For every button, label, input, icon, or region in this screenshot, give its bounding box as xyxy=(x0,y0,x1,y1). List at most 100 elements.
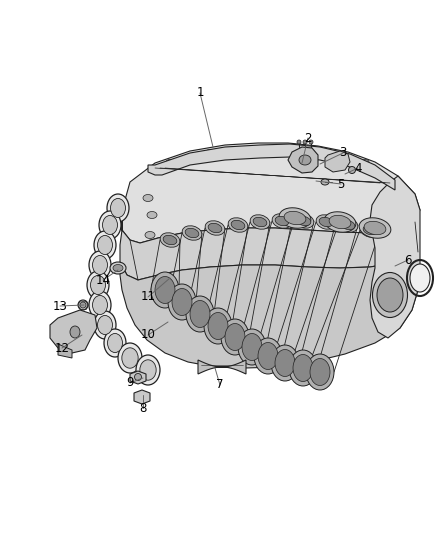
Ellipse shape xyxy=(104,329,126,357)
Ellipse shape xyxy=(122,348,138,368)
Ellipse shape xyxy=(185,228,199,238)
Ellipse shape xyxy=(205,221,225,235)
Ellipse shape xyxy=(341,220,355,230)
Ellipse shape xyxy=(279,208,311,228)
Polygon shape xyxy=(58,344,72,358)
Ellipse shape xyxy=(306,354,334,390)
Ellipse shape xyxy=(321,179,329,185)
Ellipse shape xyxy=(113,264,123,271)
Ellipse shape xyxy=(310,359,330,385)
Ellipse shape xyxy=(89,291,111,319)
Polygon shape xyxy=(122,143,420,243)
Ellipse shape xyxy=(98,316,113,335)
Ellipse shape xyxy=(94,311,116,339)
Polygon shape xyxy=(130,371,146,384)
Ellipse shape xyxy=(78,300,88,310)
Ellipse shape xyxy=(360,223,380,237)
Ellipse shape xyxy=(110,198,125,217)
Ellipse shape xyxy=(275,350,295,376)
Text: 8: 8 xyxy=(139,401,147,415)
Ellipse shape xyxy=(294,214,314,228)
Ellipse shape xyxy=(190,301,210,327)
Ellipse shape xyxy=(221,319,249,355)
Ellipse shape xyxy=(143,195,153,201)
Ellipse shape xyxy=(372,272,407,318)
Ellipse shape xyxy=(204,308,232,344)
Polygon shape xyxy=(148,144,395,190)
Text: 5: 5 xyxy=(337,177,345,190)
Ellipse shape xyxy=(147,212,157,219)
Text: 1: 1 xyxy=(196,86,204,100)
Ellipse shape xyxy=(258,343,278,369)
Ellipse shape xyxy=(254,338,282,374)
Ellipse shape xyxy=(225,324,245,351)
Ellipse shape xyxy=(410,264,430,292)
Polygon shape xyxy=(120,215,418,280)
Ellipse shape xyxy=(168,284,196,320)
Ellipse shape xyxy=(118,343,142,373)
Ellipse shape xyxy=(316,149,324,155)
Text: 14: 14 xyxy=(95,273,110,287)
Ellipse shape xyxy=(140,360,156,380)
Text: 12: 12 xyxy=(54,342,70,354)
Ellipse shape xyxy=(136,355,160,385)
Text: 3: 3 xyxy=(339,147,347,159)
Ellipse shape xyxy=(186,296,214,332)
Ellipse shape xyxy=(110,262,126,274)
Ellipse shape xyxy=(275,216,289,225)
Text: 13: 13 xyxy=(53,300,67,312)
Ellipse shape xyxy=(172,288,192,316)
Ellipse shape xyxy=(293,354,313,382)
Ellipse shape xyxy=(91,276,106,295)
Ellipse shape xyxy=(363,225,377,235)
Ellipse shape xyxy=(163,235,177,245)
Ellipse shape xyxy=(151,272,179,308)
Ellipse shape xyxy=(359,218,391,238)
Ellipse shape xyxy=(80,302,86,308)
Ellipse shape xyxy=(182,226,202,240)
Ellipse shape xyxy=(349,166,356,174)
Ellipse shape xyxy=(206,149,214,155)
Ellipse shape xyxy=(89,251,111,279)
Ellipse shape xyxy=(231,220,245,230)
Ellipse shape xyxy=(94,231,116,259)
Ellipse shape xyxy=(319,217,333,227)
Ellipse shape xyxy=(338,218,358,232)
Ellipse shape xyxy=(134,374,141,381)
Ellipse shape xyxy=(364,221,386,235)
Ellipse shape xyxy=(361,159,369,165)
Ellipse shape xyxy=(303,140,307,144)
Ellipse shape xyxy=(228,218,248,232)
Text: 6: 6 xyxy=(404,254,412,266)
Ellipse shape xyxy=(250,215,270,229)
Polygon shape xyxy=(50,310,97,353)
Polygon shape xyxy=(198,360,246,374)
Ellipse shape xyxy=(107,194,129,222)
Ellipse shape xyxy=(92,255,107,274)
Ellipse shape xyxy=(316,215,336,229)
Ellipse shape xyxy=(272,214,292,228)
Ellipse shape xyxy=(99,211,121,239)
Ellipse shape xyxy=(297,140,301,144)
Ellipse shape xyxy=(261,146,269,150)
Ellipse shape xyxy=(299,155,311,165)
Polygon shape xyxy=(134,390,150,404)
Ellipse shape xyxy=(92,295,107,314)
Ellipse shape xyxy=(284,211,306,225)
Polygon shape xyxy=(325,151,350,172)
Ellipse shape xyxy=(87,271,109,299)
Ellipse shape xyxy=(289,350,317,386)
Ellipse shape xyxy=(242,334,262,360)
Ellipse shape xyxy=(208,223,222,233)
Text: 11: 11 xyxy=(141,290,155,303)
Text: 2: 2 xyxy=(304,132,312,144)
Ellipse shape xyxy=(238,329,266,365)
Ellipse shape xyxy=(324,212,356,232)
Ellipse shape xyxy=(145,231,155,238)
Ellipse shape xyxy=(70,326,80,338)
Ellipse shape xyxy=(253,217,267,227)
Polygon shape xyxy=(288,147,318,173)
Ellipse shape xyxy=(271,345,299,381)
Ellipse shape xyxy=(377,278,403,312)
Ellipse shape xyxy=(160,233,180,247)
